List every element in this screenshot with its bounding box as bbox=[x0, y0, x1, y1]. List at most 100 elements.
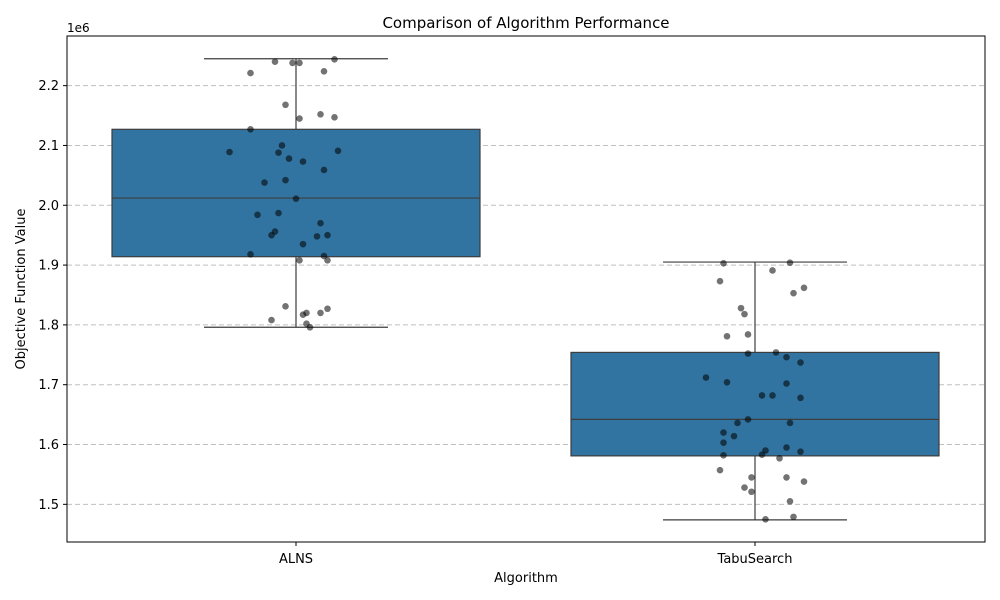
data-point bbox=[730, 432, 738, 440]
x-tick-label: ALNS bbox=[279, 552, 313, 567]
data-point bbox=[296, 115, 303, 122]
data-point bbox=[800, 284, 808, 292]
data-point bbox=[744, 350, 752, 357]
data-point bbox=[762, 515, 769, 523]
data-point bbox=[299, 311, 307, 319]
data-point bbox=[226, 148, 233, 156]
data-point bbox=[720, 429, 727, 436]
data-point bbox=[320, 166, 328, 174]
data-point bbox=[275, 209, 282, 217]
box-alns bbox=[111, 58, 481, 328]
data-point bbox=[741, 484, 748, 491]
data-point bbox=[247, 69, 254, 77]
data-point bbox=[289, 59, 296, 67]
data-point bbox=[247, 251, 254, 258]
y-tick-label: 2.2 bbox=[38, 79, 59, 94]
data-point bbox=[299, 240, 307, 248]
data-point bbox=[772, 349, 780, 356]
data-point bbox=[292, 195, 300, 202]
y-axis-ticks: 1.5 1.6 1.7 1.8 1.9 2.0 2.1 2.2 bbox=[38, 79, 67, 513]
data-point bbox=[783, 380, 790, 387]
data-point bbox=[317, 219, 324, 227]
data-point bbox=[331, 114, 338, 121]
box-tabusearch bbox=[570, 261, 940, 521]
x-axis-ticks: ALNS TabuSearch bbox=[279, 542, 793, 567]
data-point bbox=[268, 316, 275, 324]
data-point bbox=[783, 474, 790, 481]
data-point bbox=[720, 259, 727, 267]
data-point bbox=[737, 304, 745, 312]
data-point bbox=[296, 59, 303, 67]
data-point bbox=[271, 58, 279, 66]
data-point bbox=[331, 56, 338, 63]
y-tick-label: 2.1 bbox=[38, 139, 59, 154]
data-point bbox=[758, 451, 766, 458]
iqr-box bbox=[570, 351, 940, 457]
data-point bbox=[254, 211, 261, 219]
data-point bbox=[716, 277, 724, 285]
data-point bbox=[313, 233, 321, 240]
data-point bbox=[790, 513, 797, 521]
x-tick-label: TabuSearch bbox=[717, 552, 793, 567]
y-tick-label: 2.0 bbox=[38, 199, 59, 214]
data-point bbox=[790, 289, 797, 297]
data-point bbox=[776, 454, 783, 462]
data-point bbox=[324, 231, 331, 239]
y-tick-label: 1.8 bbox=[38, 318, 59, 333]
y-axis-label: Objective Function Value bbox=[14, 209, 29, 370]
data-point bbox=[317, 309, 324, 317]
data-point bbox=[786, 498, 794, 505]
data-point bbox=[741, 310, 748, 318]
x-axis-label: Algorithm bbox=[494, 571, 558, 586]
data-point bbox=[296, 256, 303, 264]
iqr-box bbox=[111, 128, 481, 258]
data-point bbox=[334, 147, 342, 155]
data-point bbox=[797, 359, 804, 366]
data-point bbox=[748, 488, 755, 496]
data-point bbox=[282, 303, 289, 310]
data-point bbox=[716, 466, 724, 474]
y-tick-label: 1.6 bbox=[38, 438, 59, 453]
data-point bbox=[268, 231, 275, 239]
data-point bbox=[720, 439, 727, 447]
data-point bbox=[702, 374, 710, 381]
y-tick-label: 1.7 bbox=[38, 378, 59, 393]
data-point bbox=[769, 392, 776, 399]
data-point bbox=[317, 111, 324, 118]
data-point bbox=[324, 256, 331, 264]
data-point bbox=[723, 332, 731, 340]
data-point bbox=[306, 323, 314, 331]
data-point bbox=[299, 158, 307, 165]
data-point bbox=[734, 419, 741, 427]
data-point bbox=[797, 394, 804, 402]
data-point bbox=[282, 101, 289, 109]
plot-frame bbox=[66, 35, 986, 543]
data-point bbox=[723, 379, 731, 386]
data-point bbox=[758, 392, 766, 399]
data-point bbox=[720, 451, 727, 459]
y-tick-label: 1.9 bbox=[38, 259, 59, 274]
data-point bbox=[783, 444, 790, 451]
boxes bbox=[111, 58, 940, 521]
data-point bbox=[786, 259, 794, 266]
data-point bbox=[783, 353, 790, 361]
chart-title: Comparison of Algorithm Performance bbox=[382, 14, 669, 32]
y-tick-label: 1.5 bbox=[38, 498, 59, 513]
data-point bbox=[797, 448, 804, 455]
data-point bbox=[320, 67, 328, 75]
data-point bbox=[324, 305, 331, 313]
data-point bbox=[282, 176, 289, 184]
data-point bbox=[769, 267, 776, 274]
data-point bbox=[748, 474, 755, 481]
data-point bbox=[285, 155, 293, 162]
data-point bbox=[744, 416, 752, 423]
y-axis-offset-label: 1e6 bbox=[67, 21, 90, 35]
data-point bbox=[800, 478, 808, 485]
data-point bbox=[278, 142, 286, 149]
data-point bbox=[247, 126, 254, 133]
data-point bbox=[275, 149, 282, 156]
data-point bbox=[744, 331, 752, 338]
data-point bbox=[261, 179, 268, 186]
strip-points bbox=[226, 56, 808, 523]
